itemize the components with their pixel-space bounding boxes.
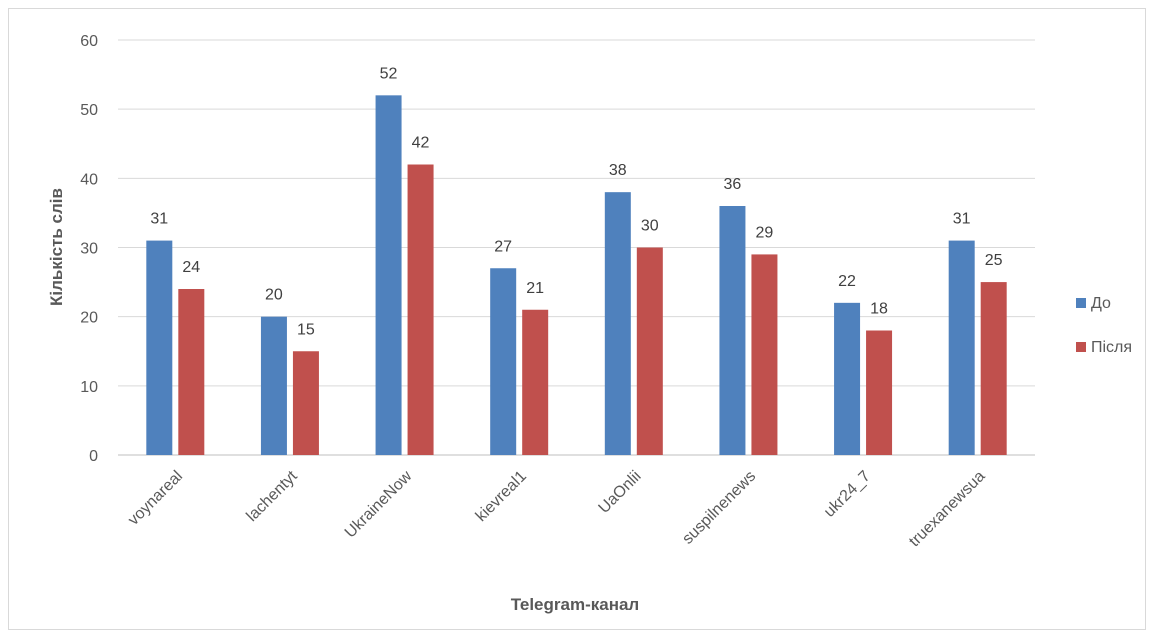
data-label: 24 — [182, 259, 200, 276]
bar-pislia-ukr24_7 — [866, 330, 893, 455]
data-label: 36 — [724, 176, 742, 193]
bar-pislia-UkraineNow — [407, 164, 434, 455]
bar-do-ukr24_7 — [834, 302, 861, 455]
x-tick-label: kievreal1 — [473, 468, 530, 525]
x-tick-label: ukr24_7 — [821, 468, 874, 521]
data-label: 31 — [150, 211, 168, 228]
data-label: 42 — [412, 135, 430, 152]
x-tick-label: UkraineNow — [342, 467, 416, 541]
bar-pislia-suspilnenews — [751, 254, 778, 455]
x-tick-label: voynareal — [125, 468, 186, 529]
x-axis-ticks: voynareal lachentyt UkraineNow kievreal1 UaO… — [125, 467, 989, 550]
x-axis-title: Telegram-канал — [511, 595, 639, 614]
x-tick-label: UaOnlii — [596, 468, 645, 517]
y-tick-label: 40 — [80, 171, 98, 188]
x-tick-label: lachentyt — [243, 467, 301, 525]
data-label: 52 — [380, 65, 398, 82]
bar-do-truexanewsua — [948, 240, 975, 455]
legend-swatch — [1076, 298, 1086, 308]
data-label: 15 — [297, 321, 315, 338]
y-axis-ticks: 0 10 20 30 40 50 60 — [80, 33, 98, 465]
legend-label: До — [1091, 295, 1111, 312]
bar-pislia-truexanewsua — [980, 282, 1007, 455]
x-tick-label: suspilnenews — [679, 468, 759, 548]
y-tick-label: 30 — [80, 241, 98, 258]
x-tick-label: truexanewsua — [906, 468, 989, 551]
bar-pislia-kievreal1 — [522, 309, 549, 455]
bar-do-lachentyt — [260, 316, 287, 455]
bar-do-voynareal — [146, 240, 173, 455]
y-tick-label: 60 — [80, 33, 98, 50]
bar-do-suspilnenews — [719, 206, 746, 455]
data-labels: 31 24 20 15 52 42 27 21 38 30 36 29 22 18 31 25 — [150, 65, 1002, 338]
bar-pislia-UaOnlii — [636, 247, 663, 455]
legend-swatch — [1076, 342, 1086, 352]
data-label: 27 — [494, 238, 512, 255]
bars — [146, 95, 1007, 455]
bar-do-kievreal1 — [490, 268, 517, 455]
bar-pislia-voynareal — [178, 289, 205, 455]
data-label: 30 — [641, 218, 659, 235]
gridlines — [118, 39, 1035, 456]
legend: До Після — [1076, 295, 1132, 356]
bar-do-UaOnlii — [604, 192, 631, 455]
data-label: 22 — [838, 273, 856, 290]
bar-pislia-lachentyt — [292, 351, 319, 455]
data-label: 18 — [870, 301, 888, 318]
y-tick-label: 20 — [80, 310, 98, 327]
data-label: 29 — [756, 224, 774, 241]
y-axis-title: Кількість слів — [47, 188, 66, 306]
data-label: 38 — [609, 162, 627, 179]
data-label: 31 — [953, 211, 971, 228]
data-label: 20 — [265, 287, 283, 304]
bar-do-UkraineNow — [375, 95, 402, 455]
y-tick-label: 0 — [89, 448, 98, 465]
y-tick-label: 50 — [80, 102, 98, 119]
data-label: 21 — [526, 280, 544, 297]
legend-label: Після — [1091, 339, 1132, 356]
data-label: 25 — [985, 252, 1003, 269]
y-tick-label: 10 — [80, 379, 98, 396]
